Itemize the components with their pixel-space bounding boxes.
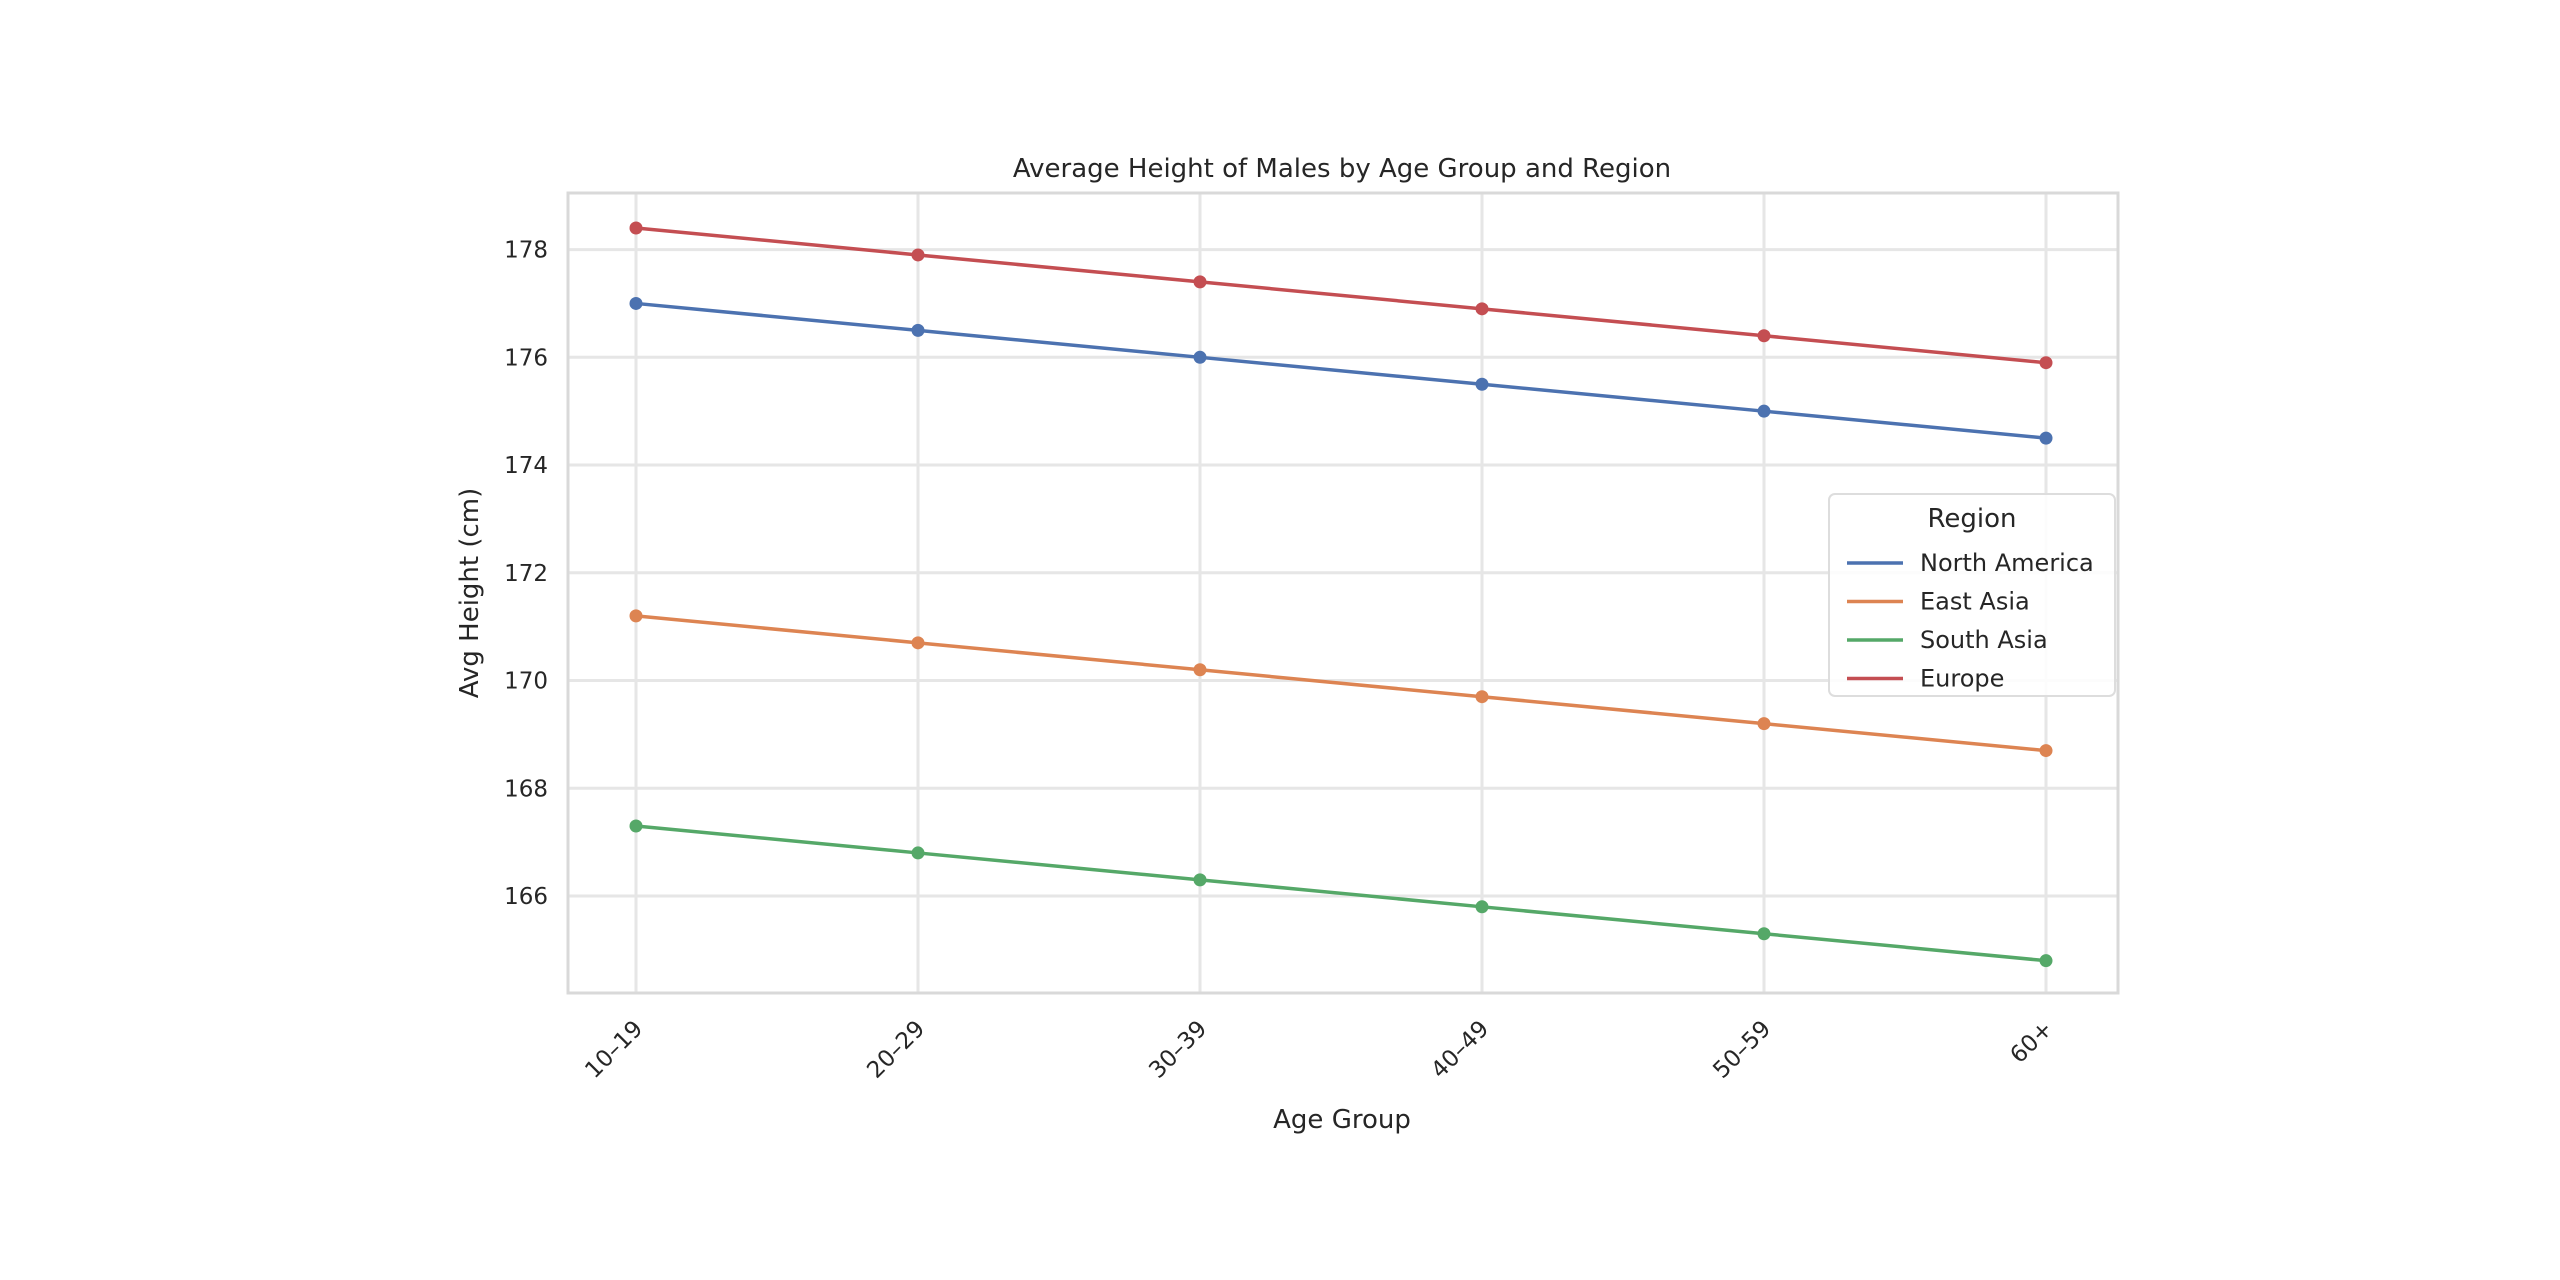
data-point <box>629 819 643 833</box>
data-point <box>1193 663 1207 677</box>
series-east-asia <box>629 609 2053 758</box>
legend-title: Region <box>1927 504 2016 534</box>
data-point <box>1757 329 1771 343</box>
data-point <box>1757 927 1771 941</box>
series-lines <box>629 221 2053 968</box>
data-point <box>629 296 643 310</box>
data-point <box>1475 690 1489 704</box>
data-point <box>629 609 643 623</box>
data-point <box>1475 900 1489 914</box>
legend: Region North America East Asia South Asia E… <box>1828 493 2116 697</box>
data-point <box>1757 717 1771 731</box>
data-point <box>911 323 925 337</box>
data-point <box>1475 377 1489 391</box>
chart-title: Average Height of Males by Age Group and… <box>1013 154 1671 184</box>
y-tick-label: 178 <box>504 238 548 264</box>
y-tick-label: 168 <box>504 776 548 802</box>
y-tick-label: 170 <box>504 669 548 695</box>
data-point <box>1475 302 1489 316</box>
data-point <box>911 248 925 262</box>
data-point <box>2039 744 2053 758</box>
plot-frame <box>566 191 2120 995</box>
data-point <box>1193 275 1207 289</box>
series-south-asia <box>629 819 2053 968</box>
data-point <box>2039 954 2053 968</box>
data-point <box>911 846 925 860</box>
data-point <box>1757 404 1771 418</box>
series-north-america <box>629 296 2053 445</box>
y-axis-ticks: 166 168 170 172 174 176 178 <box>504 238 548 910</box>
y-tick-label: 176 <box>504 345 548 371</box>
legend-box <box>1828 493 2116 697</box>
data-point <box>629 221 643 235</box>
legend-item-label: South Asia <box>1920 626 2048 654</box>
y-axis-label: Avg Height (cm) <box>455 488 485 699</box>
legend-item-label: East Asia <box>1920 588 2030 616</box>
data-point <box>2039 431 2053 445</box>
legend-item-label: North America <box>1920 549 2094 577</box>
series-europe <box>629 221 2053 370</box>
y-tick-label: 166 <box>504 884 548 910</box>
data-point <box>911 636 925 650</box>
legend-item-label: Europe <box>1920 665 2004 693</box>
data-point <box>1193 350 1207 364</box>
data-point <box>2039 356 2053 370</box>
y-tick-label: 174 <box>504 453 548 479</box>
x-axis-label: Age Group <box>1273 1105 1411 1135</box>
data-point <box>1193 873 1207 887</box>
y-tick-label: 172 <box>504 561 548 587</box>
